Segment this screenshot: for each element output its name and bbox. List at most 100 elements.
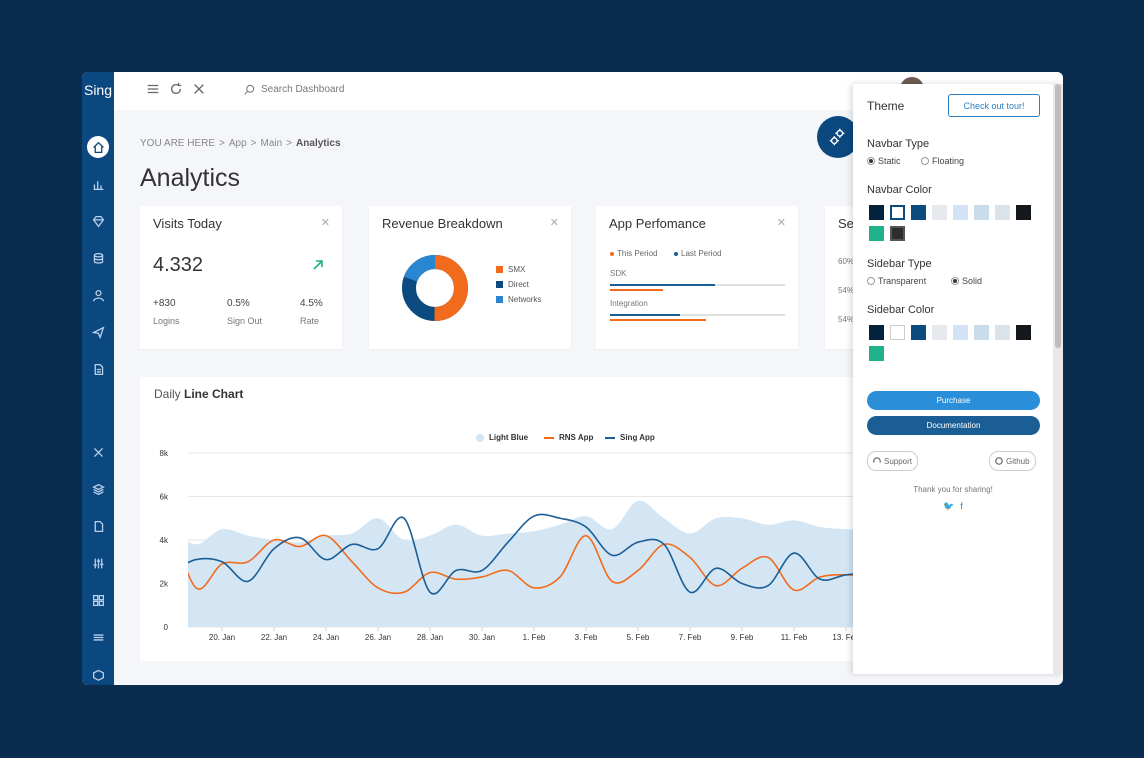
breadcrumb-prefix: YOU ARE HERE — [140, 138, 216, 149]
navbar-color-swatch[interactable] — [932, 205, 947, 220]
analytics-icon[interactable] — [88, 174, 108, 194]
legend-direct: Direct — [496, 280, 529, 289]
stat-logins-label: Logins — [153, 316, 180, 326]
theme-label: Theme — [867, 99, 905, 113]
panel-scrollbar[interactable] — [1053, 84, 1063, 674]
performance-close-icon[interactable]: ✕ — [776, 217, 786, 229]
x-tick-label: 7. Feb — [679, 633, 702, 642]
stat-logins: +830 Logins — [153, 298, 180, 326]
y-tick-label: 2k — [160, 580, 169, 589]
y-tick-label: 8k — [160, 449, 169, 458]
navbar-type-floating-radio[interactable]: Floating — [921, 156, 964, 166]
line-chart-title-prefix: Daily — [154, 387, 181, 401]
legend-smx: SMX — [496, 265, 525, 274]
documentation-button[interactable]: Documentation — [867, 416, 1040, 435]
navbar-type-label: Navbar Type — [867, 138, 930, 150]
server-value-2: 54% — [838, 286, 855, 295]
github-button[interactable]: Github — [989, 451, 1036, 471]
brand-logo[interactable]: Sing — [83, 82, 113, 98]
sliders-icon[interactable] — [88, 553, 108, 573]
legend-rns-app[interactable]: RNS App — [544, 433, 593, 442]
send-icon[interactable] — [88, 322, 108, 342]
legend-sing-app-label: Sing App — [620, 433, 655, 442]
sdk-this-period-bar — [610, 284, 785, 286]
package-icon[interactable] — [88, 664, 108, 684]
sidebar-color-swatch[interactable] — [869, 325, 884, 340]
user-icon[interactable] — [88, 285, 108, 305]
sidebar-color-swatch[interactable] — [995, 325, 1010, 340]
breadcrumb-item-app[interactable]: App — [228, 138, 247, 149]
sdk-this-period-fill — [610, 284, 715, 286]
sidebar-color-label: Sidebar Color — [867, 304, 935, 316]
app-window: Sing YOU ARE HERE>App>Main>Analytics Ana… — [82, 72, 1063, 685]
navbar-color-swatch[interactable] — [890, 226, 905, 241]
navbar-color-swatch[interactable] — [953, 205, 968, 220]
sidebar-color-swatch[interactable] — [869, 346, 884, 361]
performance-title: App Perfomance — [609, 216, 706, 231]
diamond-icon[interactable] — [88, 211, 108, 231]
revenue-close-icon[interactable]: ✕ — [549, 217, 559, 229]
search-input[interactable] — [261, 84, 401, 95]
thanks-text: Thank you for sharing! — [913, 485, 993, 494]
panel-scrollbar-thumb[interactable] — [1055, 84, 1061, 348]
navbar-color-swatch[interactable] — [869, 226, 884, 241]
sidebar-type-solid-label: Solid — [962, 276, 983, 286]
document-icon[interactable] — [88, 359, 108, 379]
navbar-color-swatch[interactable] — [1016, 205, 1031, 220]
navbar-color-swatch[interactable] — [974, 205, 989, 220]
visits-close-icon[interactable]: ✕ — [320, 217, 330, 229]
facebook-icon[interactable]: f — [960, 501, 963, 511]
refresh-icon[interactable] — [169, 82, 185, 98]
theme-panel: Theme Check out tour! Navbar Type Static… — [853, 84, 1063, 674]
tools-icon[interactable] — [88, 442, 108, 462]
sidebar-color-swatch[interactable] — [932, 325, 947, 340]
database-icon[interactable] — [88, 248, 108, 268]
visits-title: Visits Today — [153, 216, 222, 231]
navbar-color-swatch[interactable] — [890, 205, 905, 220]
navbar-color-swatch[interactable] — [869, 205, 884, 220]
navbar-type-static-radio[interactable]: Static — [867, 156, 901, 166]
sidebar-color-swatch[interactable] — [911, 325, 926, 340]
y-tick-label: 4k — [160, 536, 169, 545]
sidebar-type-transparent-radio[interactable]: Transparent — [867, 276, 926, 286]
legend-light-blue[interactable]: Light Blue — [476, 433, 528, 442]
close-icon[interactable] — [192, 82, 208, 98]
sidebar-color-swatch[interactable] — [953, 325, 968, 340]
sidebar-type-solid-radio[interactable]: Solid — [951, 276, 982, 286]
navbar-color-swatch[interactable] — [995, 205, 1010, 220]
gears-icon — [829, 128, 845, 146]
stat-rate-value: 4.5% — [300, 298, 323, 309]
legend-rns-app-label: RNS App — [559, 433, 594, 442]
home-icon[interactable] — [87, 136, 109, 158]
sidebar-color-swatch[interactable] — [974, 325, 989, 340]
sdk-last-period-fill — [610, 289, 663, 291]
x-tick-label: 26. Jan — [365, 633, 391, 642]
sidebar: Sing — [82, 72, 114, 685]
x-tick-label: 30. Jan — [469, 633, 495, 642]
support-button[interactable]: Support — [867, 451, 919, 471]
sidebar-color-swatch[interactable] — [1016, 325, 1031, 340]
menu-toggle-icon[interactable] — [146, 82, 162, 98]
layers-icon[interactable] — [88, 479, 108, 499]
twitter-icon[interactable]: 🐦 — [943, 501, 955, 511]
sidebar-color-swatch[interactable] — [890, 325, 905, 340]
legend-sing-app[interactable]: Sing App — [605, 433, 655, 442]
file-icon[interactable] — [88, 516, 108, 536]
donut-slice-smx — [402, 255, 468, 321]
menu-icon[interactable] — [88, 627, 108, 647]
perf-row-sdk-label: SDK — [610, 269, 627, 278]
integration-this-period-bar — [610, 314, 785, 316]
x-tick-label: 24. Jan — [313, 633, 339, 642]
settings-fab[interactable] — [817, 116, 859, 158]
page-title: Analytics — [140, 164, 241, 192]
breadcrumb-item-main[interactable]: Main — [260, 138, 283, 149]
legend-last-period: Last Period — [674, 249, 721, 258]
area-series-light-blue — [188, 500, 872, 627]
grid-icon[interactable] — [88, 590, 108, 610]
line-chart-plot: 0 2k 4k 6k 8k 20. Jan 22. Jan 24. Jan 26. Jan 28.… — [160, 449, 935, 642]
check-out-tour-button[interactable]: Check out tour! — [948, 94, 1040, 117]
navbar-color-label: Navbar Color — [867, 184, 932, 196]
stat-signout-label: Sign Out — [227, 316, 263, 326]
purchase-button[interactable]: Purchase — [867, 391, 1040, 410]
navbar-color-swatch[interactable] — [911, 205, 926, 220]
